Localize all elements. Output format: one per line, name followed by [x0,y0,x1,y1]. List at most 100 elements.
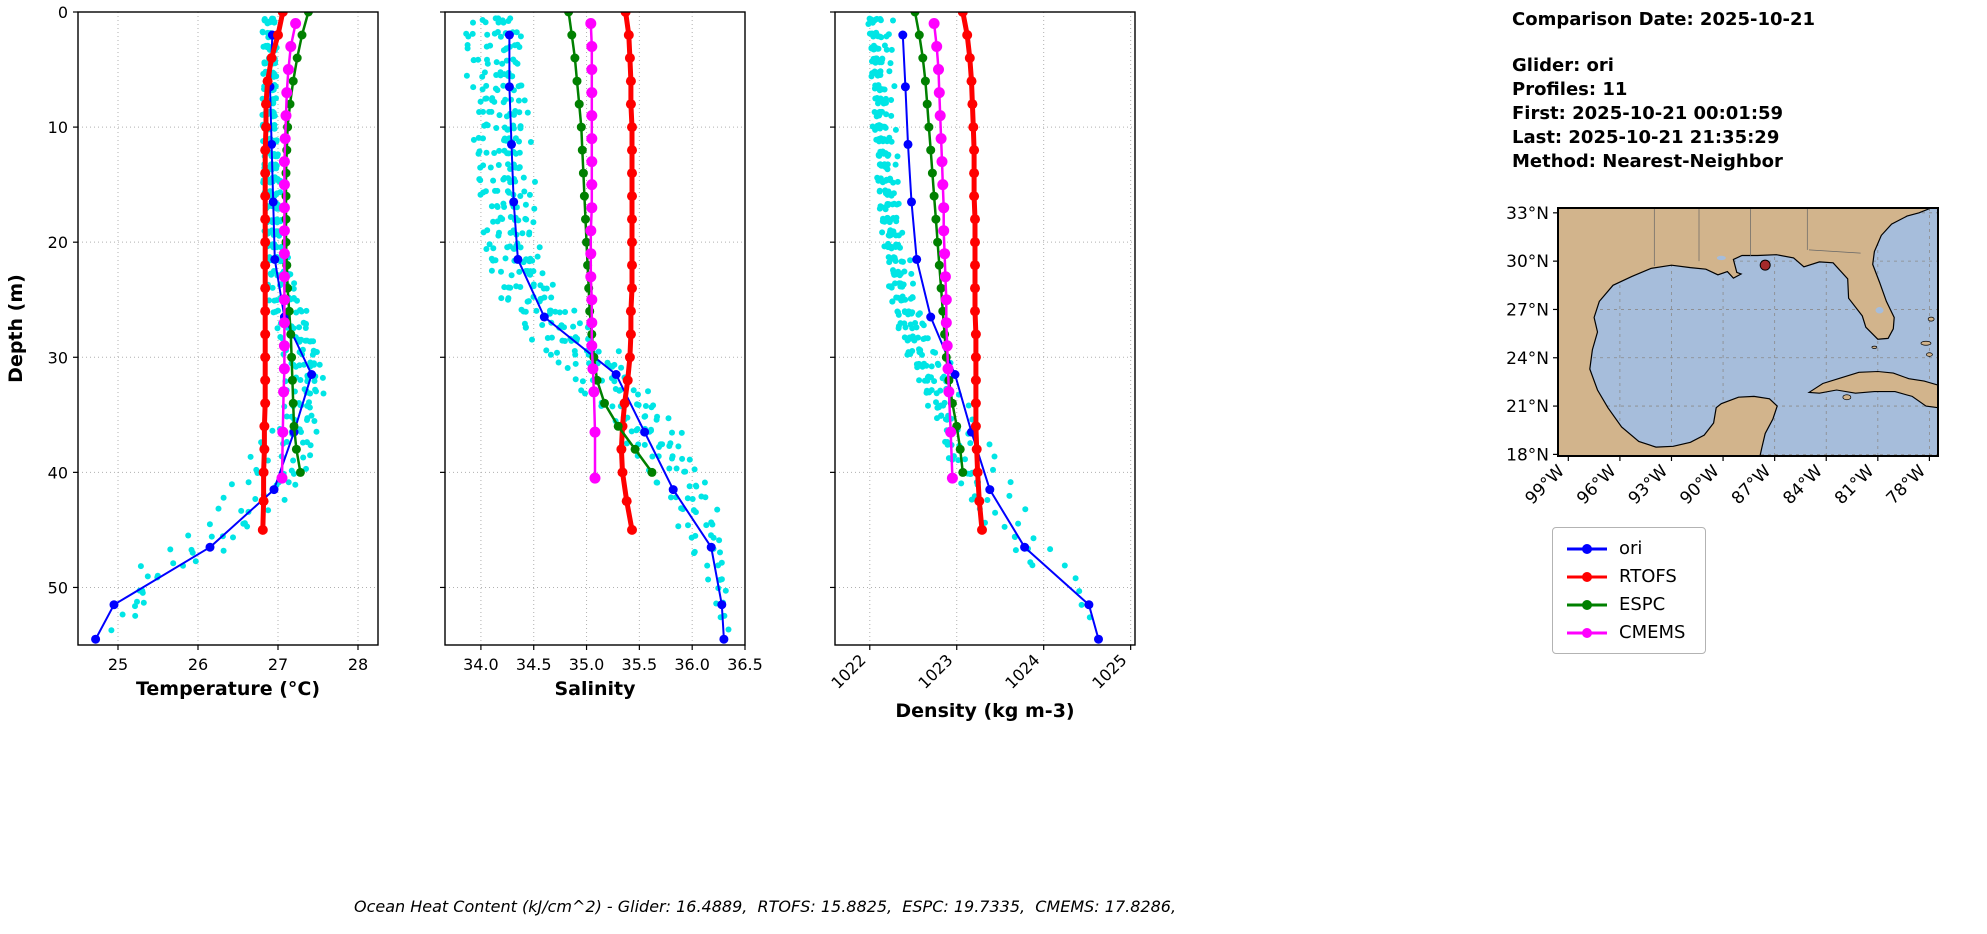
series-marker-espc [576,122,586,132]
glider-scatter-point [967,440,974,447]
series-marker-rtofs [627,145,637,156]
glider-scatter-point [715,562,722,569]
series-marker-espc [303,12,313,17]
series-marker-ori [706,542,716,552]
series-marker-rtofs [260,260,271,271]
glider-scatter-point [685,522,691,529]
glider-scatter-point [313,388,319,395]
series-marker-ori [268,197,278,207]
glider-scatter-point [708,532,714,539]
glider-scatter-point [916,346,922,353]
glider-scatter-point [270,268,277,274]
glider-scatter-point [518,306,525,313]
y-axis-label: Depth (m) [5,274,27,383]
series-marker-espc [647,467,657,477]
glider-scatter-point [702,494,709,501]
glider-scatter-point [1047,546,1054,553]
glider-scatter-point [475,134,482,141]
series-marker-ori [507,139,516,149]
glider-scatter-point [543,347,550,354]
series-marker-cmems [938,225,950,237]
glider-scatter-point [933,399,939,406]
glider-scatter-point [501,147,508,154]
glider-scatter-point [505,175,512,182]
land-cuba [1807,370,1938,409]
glider-scatter-point [522,215,529,222]
glider-scatter-point [228,481,235,488]
glider-scatter-point [479,73,486,80]
y-tick-label: 40 [48,463,68,482]
series-marker-cmems [941,340,953,352]
series-marker-cmems [586,41,598,52]
glider-scatter-point [499,60,506,67]
series-marker-espc [564,12,574,17]
series-marker-cmems [278,271,290,283]
series-marker-cmems [278,340,290,352]
temperature-panel: 25 26 27 28 0 10 20 30 40 50 Temperature (°C) Depth… [5,3,379,700]
series-marker-ori [509,197,519,207]
glider-scatter-point [469,30,476,37]
glider-scatter-point [571,307,578,314]
glider-scatter-point [521,188,528,195]
series-marker-espc [578,168,588,178]
glider-scatter-point [506,189,512,196]
y-tick-label: 10 [48,118,68,137]
series-marker-rtofs [970,260,980,271]
land-island [1871,345,1878,349]
series-marker-rtofs [969,168,980,179]
glider-scatter-point [882,95,889,102]
series-marker-ori [1020,542,1030,552]
series-marker-rtofs [624,53,635,63]
profile-plots: 25 26 27 28 0 10 20 30 40 50 Temperature (°C) Depth… [5,3,1136,722]
glider-scatter-point [495,19,502,26]
land-island [1926,352,1933,357]
series-marker-cmems [937,179,949,191]
glider-scatter-point [895,309,901,316]
glider-scatter-point [891,83,898,90]
series-marker-rtofs [622,375,633,386]
series-marker-cmems [586,202,598,214]
glider-scatter-point [516,149,523,156]
glider-scatter-point [497,33,504,40]
glider-scatter-point [304,402,311,409]
glider-scatter-point [879,55,886,62]
glider-scatter-point [170,560,177,567]
glider-scatter-point [906,334,913,341]
series-marker-rtofs [970,237,980,248]
series-marker-rtofs [627,168,637,179]
glider-scatter-point [892,244,899,250]
legend-swatch-cmems [1567,627,1607,638]
glider-scatter-point [298,429,304,435]
series-marker-espc [920,76,930,86]
glider-scatter-point [633,427,640,434]
glider-scatter-point [649,453,656,460]
series-marker-ori [307,370,317,379]
y-tick-label: 30 [48,348,68,367]
glider-scatter-point [938,412,945,419]
series-marker-rtofs [957,12,968,17]
glider-scatter-point [888,283,895,290]
glider-scatter-point [497,72,504,79]
glider-scatter-point [291,280,298,287]
glider-scatter-point [1022,506,1029,513]
glider-scatter-point [532,178,538,185]
x-tick-label: 34.5 [516,655,552,674]
glider-scatter-point [703,522,710,529]
map-lon-label: 99°W [1522,461,1569,508]
glider-scatter-point [283,438,290,445]
glider-scatter-point [501,204,508,210]
series-marker-rtofs [625,306,636,317]
glider-scatter-point [962,456,968,463]
series-marker-cmems [933,87,945,99]
glider-scatter-point [612,386,619,392]
glider-scatter-point [665,415,672,422]
series-marker-rtofs [970,214,980,225]
glider-scatter-point [519,230,526,237]
x-tick-label: 36.5 [727,655,763,674]
glider-scatter-point [892,126,899,133]
comparison-date: Comparison Date: 2025-10-21 [1512,9,1816,30]
glider-scatter-point [1015,520,1022,527]
glider-scatter-point [892,258,899,264]
glider-scatter-point [1078,601,1085,608]
glider-scatter-point [902,296,909,303]
